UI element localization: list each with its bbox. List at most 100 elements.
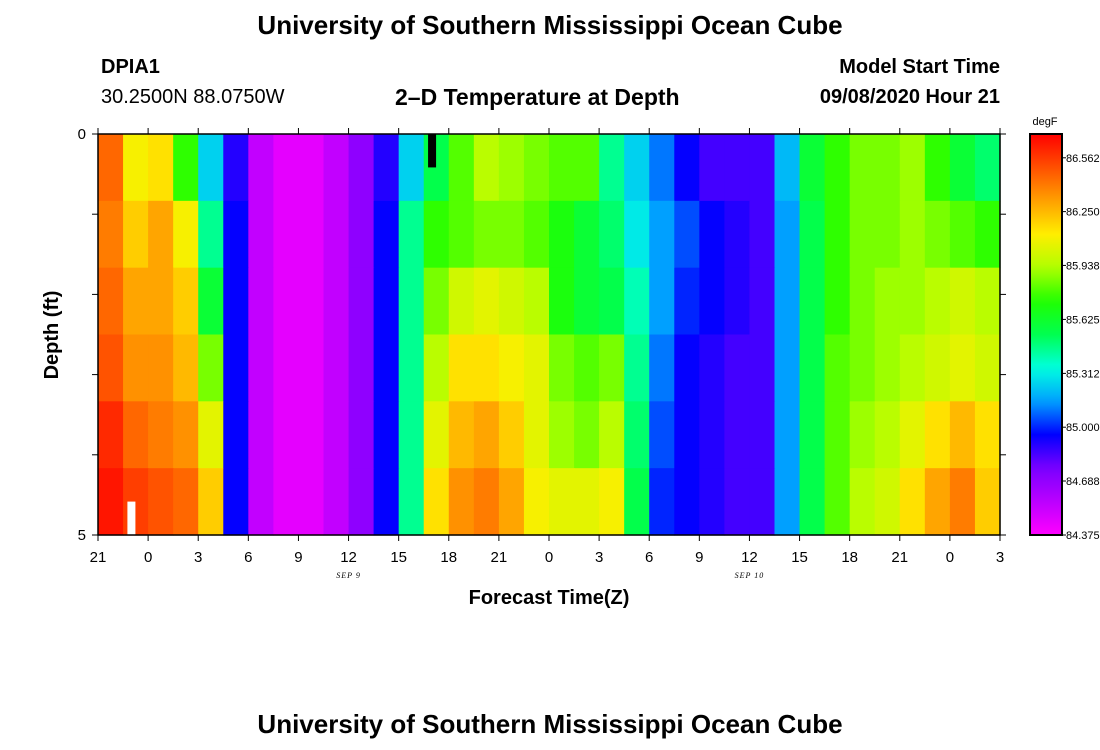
heatmap-cell <box>799 200 826 269</box>
heatmap-cell <box>549 267 575 336</box>
x-axis-title: Forecast Time(Z) <box>469 587 630 609</box>
heatmap-cell <box>624 267 650 336</box>
heatmap-cell <box>523 401 550 469</box>
heatmap-cell <box>974 134 1001 202</box>
heatmap-cell <box>624 200 650 269</box>
y-axis-title: Depth (ft) <box>41 291 63 380</box>
colorbar-label: 86.250 <box>1066 207 1100 219</box>
station-coordinates: 30.2500N 88.0750W <box>101 86 285 108</box>
heatmap-cell <box>974 468 1001 536</box>
heatmap-cell <box>949 468 976 536</box>
heatmap-cell <box>774 200 801 269</box>
heatmap-cell <box>323 134 350 202</box>
footer-title: University of Southern Mississippi Ocean… <box>257 709 843 739</box>
heatmap-cell <box>899 134 926 202</box>
heatmap-cell <box>373 134 400 202</box>
heatmap-cell <box>574 468 600 536</box>
y-tick-label: 5 <box>78 527 86 544</box>
heatmap-cell <box>223 200 249 269</box>
heatmap-cell <box>974 200 1001 269</box>
heatmap-cell <box>624 401 650 469</box>
colorbar-label: 85.312 <box>1066 368 1100 380</box>
heatmap-cell <box>899 334 926 402</box>
heatmap-cell <box>799 267 826 336</box>
colorbar-label: 85.938 <box>1066 260 1100 272</box>
heatmap-cell <box>298 134 325 202</box>
heatmap-cell <box>123 401 149 469</box>
heatmap-cell <box>473 267 500 336</box>
heatmap-cell <box>148 134 174 202</box>
heatmap-cell <box>323 267 350 336</box>
heatmap-cell <box>799 468 826 536</box>
heatmap-cell <box>248 200 274 269</box>
missing-data-mark <box>428 134 437 168</box>
heatmap-cell <box>899 468 926 536</box>
heatmap-cell <box>649 401 675 469</box>
heatmap-cell <box>198 401 224 469</box>
heatmap-cell <box>574 334 600 402</box>
heatmap-cell <box>348 134 375 202</box>
heatmap-cell <box>223 401 249 469</box>
heatmap-cell <box>248 401 274 469</box>
heatmap-cell <box>398 134 425 202</box>
heatmap-cell <box>523 267 550 336</box>
heatmap-cell <box>599 134 625 202</box>
heatmap-cell <box>523 334 550 402</box>
heatmap-cell <box>699 134 725 202</box>
x-tick-label: 12 <box>741 549 758 566</box>
heatmap-cell <box>649 468 675 536</box>
heatmap-cell <box>248 134 274 202</box>
heatmap-cell <box>674 200 700 269</box>
x-axis: 21 0 3 6 9 12 15 18 21 0 3 6 9 12 15 18 21 0 3 SEP 9 SEP 10 <box>90 128 1004 580</box>
colorbar-label: 85.000 <box>1066 422 1100 434</box>
heatmap-cell <box>473 200 500 269</box>
heatmap-cell <box>298 200 325 269</box>
heatmap-cell <box>649 200 675 269</box>
heatmap-cell <box>749 334 776 402</box>
heatmap-cell <box>373 200 400 269</box>
heatmap-cell <box>498 468 525 536</box>
heatmap-cell <box>749 267 776 336</box>
heatmap-cell <box>248 334 274 402</box>
heatmap-cell <box>248 267 274 336</box>
heatmap-cell <box>473 134 500 202</box>
colorbar-label: 85.625 <box>1066 314 1100 326</box>
heatmap-cell <box>223 334 249 402</box>
heatmap-cell <box>473 334 500 402</box>
heatmap-cell <box>448 401 475 469</box>
x-tick-label: 9 <box>294 549 302 566</box>
heatmap-cell <box>924 200 951 269</box>
heatmap-cell <box>448 334 475 402</box>
heatmap-cell <box>974 267 1001 336</box>
missing-data-marks <box>127 134 437 535</box>
y-tick-label: 0 <box>78 126 86 143</box>
heatmap-cell <box>498 200 525 269</box>
heatmap-cell <box>574 267 600 336</box>
heatmap-cell <box>123 334 149 402</box>
heatmap-cell <box>523 134 550 202</box>
x-tick-label: 3 <box>996 549 1004 566</box>
heatmap-cell <box>273 200 300 269</box>
heatmap-cell <box>423 334 450 402</box>
heatmap-cell <box>348 267 375 336</box>
x-tick-label: 12 <box>340 549 357 566</box>
heatmap-cell <box>599 200 625 269</box>
heatmap-cell <box>774 267 801 336</box>
colorbar-label: 84.375 <box>1066 530 1100 542</box>
heatmap-cell <box>899 401 926 469</box>
heatmap-cell <box>674 267 700 336</box>
heatmap-cell <box>774 401 801 469</box>
heatmap-cell <box>574 200 600 269</box>
heatmap-cell <box>123 134 149 202</box>
heatmap-cell <box>298 267 325 336</box>
heatmap-cell <box>824 468 851 536</box>
heatmap-cell <box>348 468 375 536</box>
heatmap-cell <box>599 468 625 536</box>
heatmap-cell <box>173 200 199 269</box>
heatmap-cell <box>799 334 826 402</box>
model-start-label: Model Start Time <box>839 56 1000 78</box>
heatmap-cell <box>173 401 199 469</box>
x-tick-label: 21 <box>90 549 107 566</box>
heatmap-cell <box>423 200 450 269</box>
